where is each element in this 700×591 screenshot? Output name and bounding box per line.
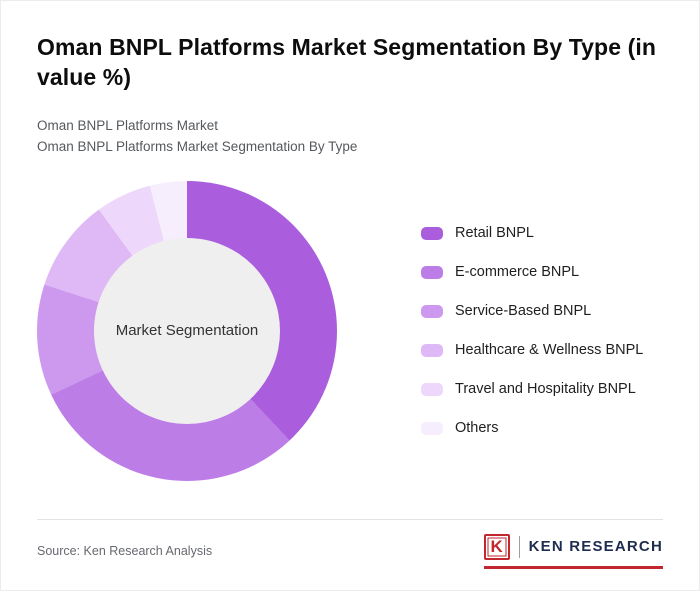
legend-swatch — [421, 343, 443, 357]
legend-swatch — [421, 304, 443, 318]
legend-item: Healthcare & Wellness BNPL — [421, 341, 644, 358]
legend-item: Retail BNPL — [421, 224, 643, 241]
legend-label: Travel and Hospitality BNPL — [455, 380, 636, 397]
logo-text: KEN RESEARCH — [528, 538, 663, 556]
donut-center: Market Segmentation — [94, 237, 280, 424]
legend-item: Others — [421, 419, 643, 436]
source-note: Source: Ken Research Analysis — [37, 544, 213, 559]
footer: Source: Ken Research Analysis K KEN RESE… — [37, 520, 663, 569]
legend-label: Service-Based BNPL — [455, 302, 592, 319]
ken-research-logo-mark-icon: K — [483, 533, 510, 560]
legend-label: Retail BNPL — [455, 224, 534, 241]
chart-area: Market Segmentation Retail BNPL E-commerc… — [37, 180, 663, 481]
subtitle-block: Oman BNPL Platforms Market Oman BNPL Pla… — [37, 115, 663, 157]
page-title: Oman BNPL Platforms Market Segmentation … — [37, 34, 656, 90]
legend-item: Travel and Hospitality BNPL — [421, 380, 643, 397]
donut-center-label: Market Segmentation — [115, 322, 259, 340]
legend-label: Healthcare & Wellness BNPL — [455, 341, 644, 358]
subtitle-line-2: Oman BNPL Platforms Market Segmentation … — [37, 138, 358, 154]
legend-item: E-commerce BNPL — [421, 263, 643, 280]
legend-label: Others — [455, 419, 499, 436]
ken-research-logo: K KEN RESEARCH — [483, 533, 663, 569]
logo-k-letter: K — [490, 536, 503, 556]
legend-label: E-commerce BNPL — [455, 263, 580, 280]
chart-legend: Retail BNPL E-commerce BNPL Service-Based … — [421, 224, 644, 436]
donut-chart: Market Segmentation — [37, 180, 337, 481]
legend-swatch — [421, 265, 443, 279]
legend-swatch — [421, 421, 443, 435]
subtitle-line-1: Oman BNPL Platforms Market — [37, 117, 219, 133]
footer-divider — [37, 518, 663, 520]
logo-separator — [518, 535, 520, 558]
legend-swatch — [421, 382, 443, 396]
legend-item: Service-Based BNPL — [421, 302, 643, 319]
legend-swatch — [421, 226, 443, 240]
donut-chart-wrap: Market Segmentation — [37, 180, 337, 481]
